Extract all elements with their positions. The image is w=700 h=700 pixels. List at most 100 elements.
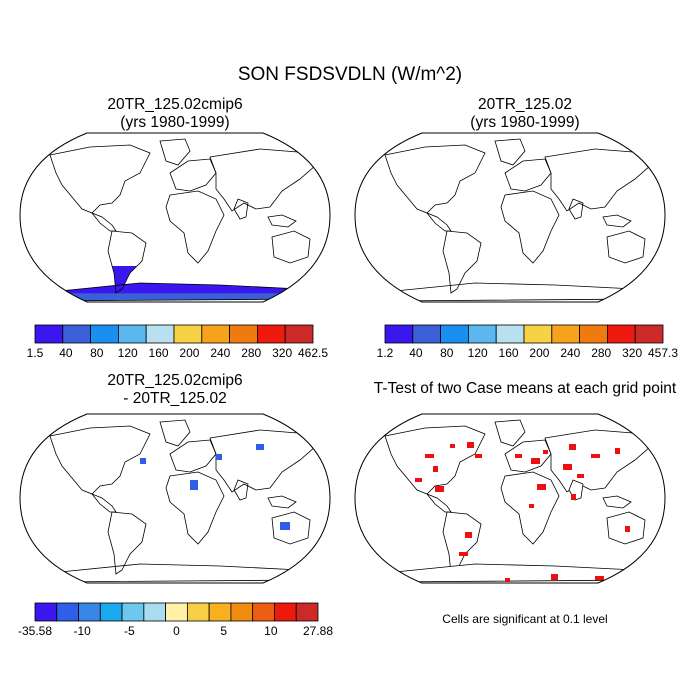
colorbar-swatch [295,602,319,622]
colorbar-tick-label: 80 [90,346,104,360]
significant-cell [615,448,620,454]
colorbar-tick-label: 280 [241,346,261,360]
significant-cell [569,444,576,450]
colorbar-tick-label: 80 [440,346,454,360]
colorbar-swatch [230,602,254,622]
colorbar-tick-label: 40 [59,346,73,360]
panel-3-title-line1: 20TR_125.02cmip6 [107,372,243,389]
colorbar-tick-label: 10 [264,624,278,638]
colorbar-swatch [229,324,258,344]
map-frame [354,413,666,584]
map-panel-3 [19,413,331,584]
colorbar-tick-label: 462.5 [298,346,328,360]
colorbar-tick-label: 457.3 [648,346,678,360]
colorbar-tick-label: -35.58 [18,624,52,638]
panel-4-title-line1: T-Test of two Case means at each grid po… [373,380,677,397]
map-frame [354,132,666,303]
colorbar-swatch [118,324,147,344]
significant-cell [577,474,584,478]
significant-cell [459,552,468,556]
colorbar-tick-label: 160 [149,346,169,360]
colorbar-swatch [523,324,553,344]
colorbar-tick-label: 200 [179,346,199,360]
negative-difference-patch [216,454,222,460]
map-frame [19,413,331,584]
colorbar-tick-label: 240 [210,346,230,360]
colorbar-swatch [467,324,497,344]
colorbar-tick-label: 40 [409,346,423,360]
colorbar-swatch [579,324,608,344]
colorbar-tick-label: 120 [468,346,488,360]
significant-cell [537,484,546,490]
map-panel-2 [354,132,666,303]
colorbar-tick-label: 320 [272,346,292,360]
significant-cell [505,578,510,582]
panel-2-title: 20TR_125.02 (yrs 1980-1999) [370,96,680,132]
colorbar-panel-3: -35.58 -10 -5 0 5 10 27.88 [18,602,333,638]
colorbar-swatch [34,324,64,344]
colorbar-swatch [121,602,145,622]
figure-title: SON FSDSVDLN (W/m^2) [237,64,463,85]
colorbar-tick-label: 0 [173,624,180,638]
colorbar-swatch [78,602,101,622]
panel-1-title-line1: 20TR_125.02cmip6 [107,96,243,113]
colorbar-tick-label: 160 [499,346,519,360]
panel-3-title-line2: - 20TR_125.02 [123,390,227,407]
significant-cell [467,442,474,448]
panel-1-title-line2: (yrs 1980-1999) [120,114,230,131]
colorbar-swatch [186,602,210,622]
significant-cell [475,454,482,458]
colorbar-swatch [165,602,188,622]
map-frame [19,132,331,303]
colorbar-swatch [145,324,175,344]
significant-cell [529,504,534,508]
significant-cell [625,526,630,532]
negative-difference-patch [190,480,198,490]
significant-cell [551,574,558,580]
significant-cell [435,486,444,492]
colorbar-swatch [274,602,297,622]
colorbar-tick-label: 320 [622,346,642,360]
colorbar-swatch [201,324,231,344]
colorbar-swatch [384,324,414,344]
significant-cell [595,576,604,580]
colorbar-swatch [143,602,167,622]
colorbar-tick-label: 280 [591,346,611,360]
colorbar-swatch [62,324,91,344]
colorbar-swatch [551,324,580,344]
colorbar-panel-1: 1.5 40 80 120 160 200 240 280 320 462.5 [27,324,328,360]
colorbar-tick-label: 1.5 [27,346,44,360]
colorbar-swatch [173,324,203,344]
significant-cell [571,494,576,500]
significant-cell [591,454,600,458]
panel-1-title: 20TR_125.02cmip6 (yrs 1980-1999) [20,96,330,132]
panel-2-title-line1: 20TR_125.02 [478,96,572,113]
colorbar-swatch [607,324,636,344]
significance-footnote: Cells are significant at 0.1 level [442,612,608,626]
colorbar-swatch [412,324,441,344]
colorbar-swatch [252,602,275,622]
panel-2-title-line2: (yrs 1980-1999) [470,114,580,131]
panel-3-title: 20TR_125.02cmip6 - 20TR_125.02 [20,372,330,408]
significant-cell [563,464,572,470]
significant-cell [415,478,422,482]
colorbar-tick-label: -10 [73,624,91,638]
colorbar-tick-label: -5 [124,624,135,638]
colorbar-tick-label: 200 [529,346,549,360]
significant-cell [531,458,540,464]
map-panel-4 [354,413,666,584]
colorbar-tick-label: 27.88 [303,624,333,638]
colorbar-tick-label: 120 [118,346,138,360]
colorbar-swatch [56,602,79,622]
colorbar-swatch [256,324,286,344]
colorbar-swatch [495,324,525,344]
colorbar-swatch [34,602,58,622]
map-panel-1 [19,132,331,303]
significant-cell [515,454,522,458]
colorbar-panel-2: 1.2 40 80 120 160 200 240 280 320 457.3 [377,324,678,360]
colorbar-tick-label: 5 [220,624,227,638]
colorbar-swatch [440,324,469,344]
colorbar-swatch [208,602,232,622]
significant-cell [450,444,455,448]
